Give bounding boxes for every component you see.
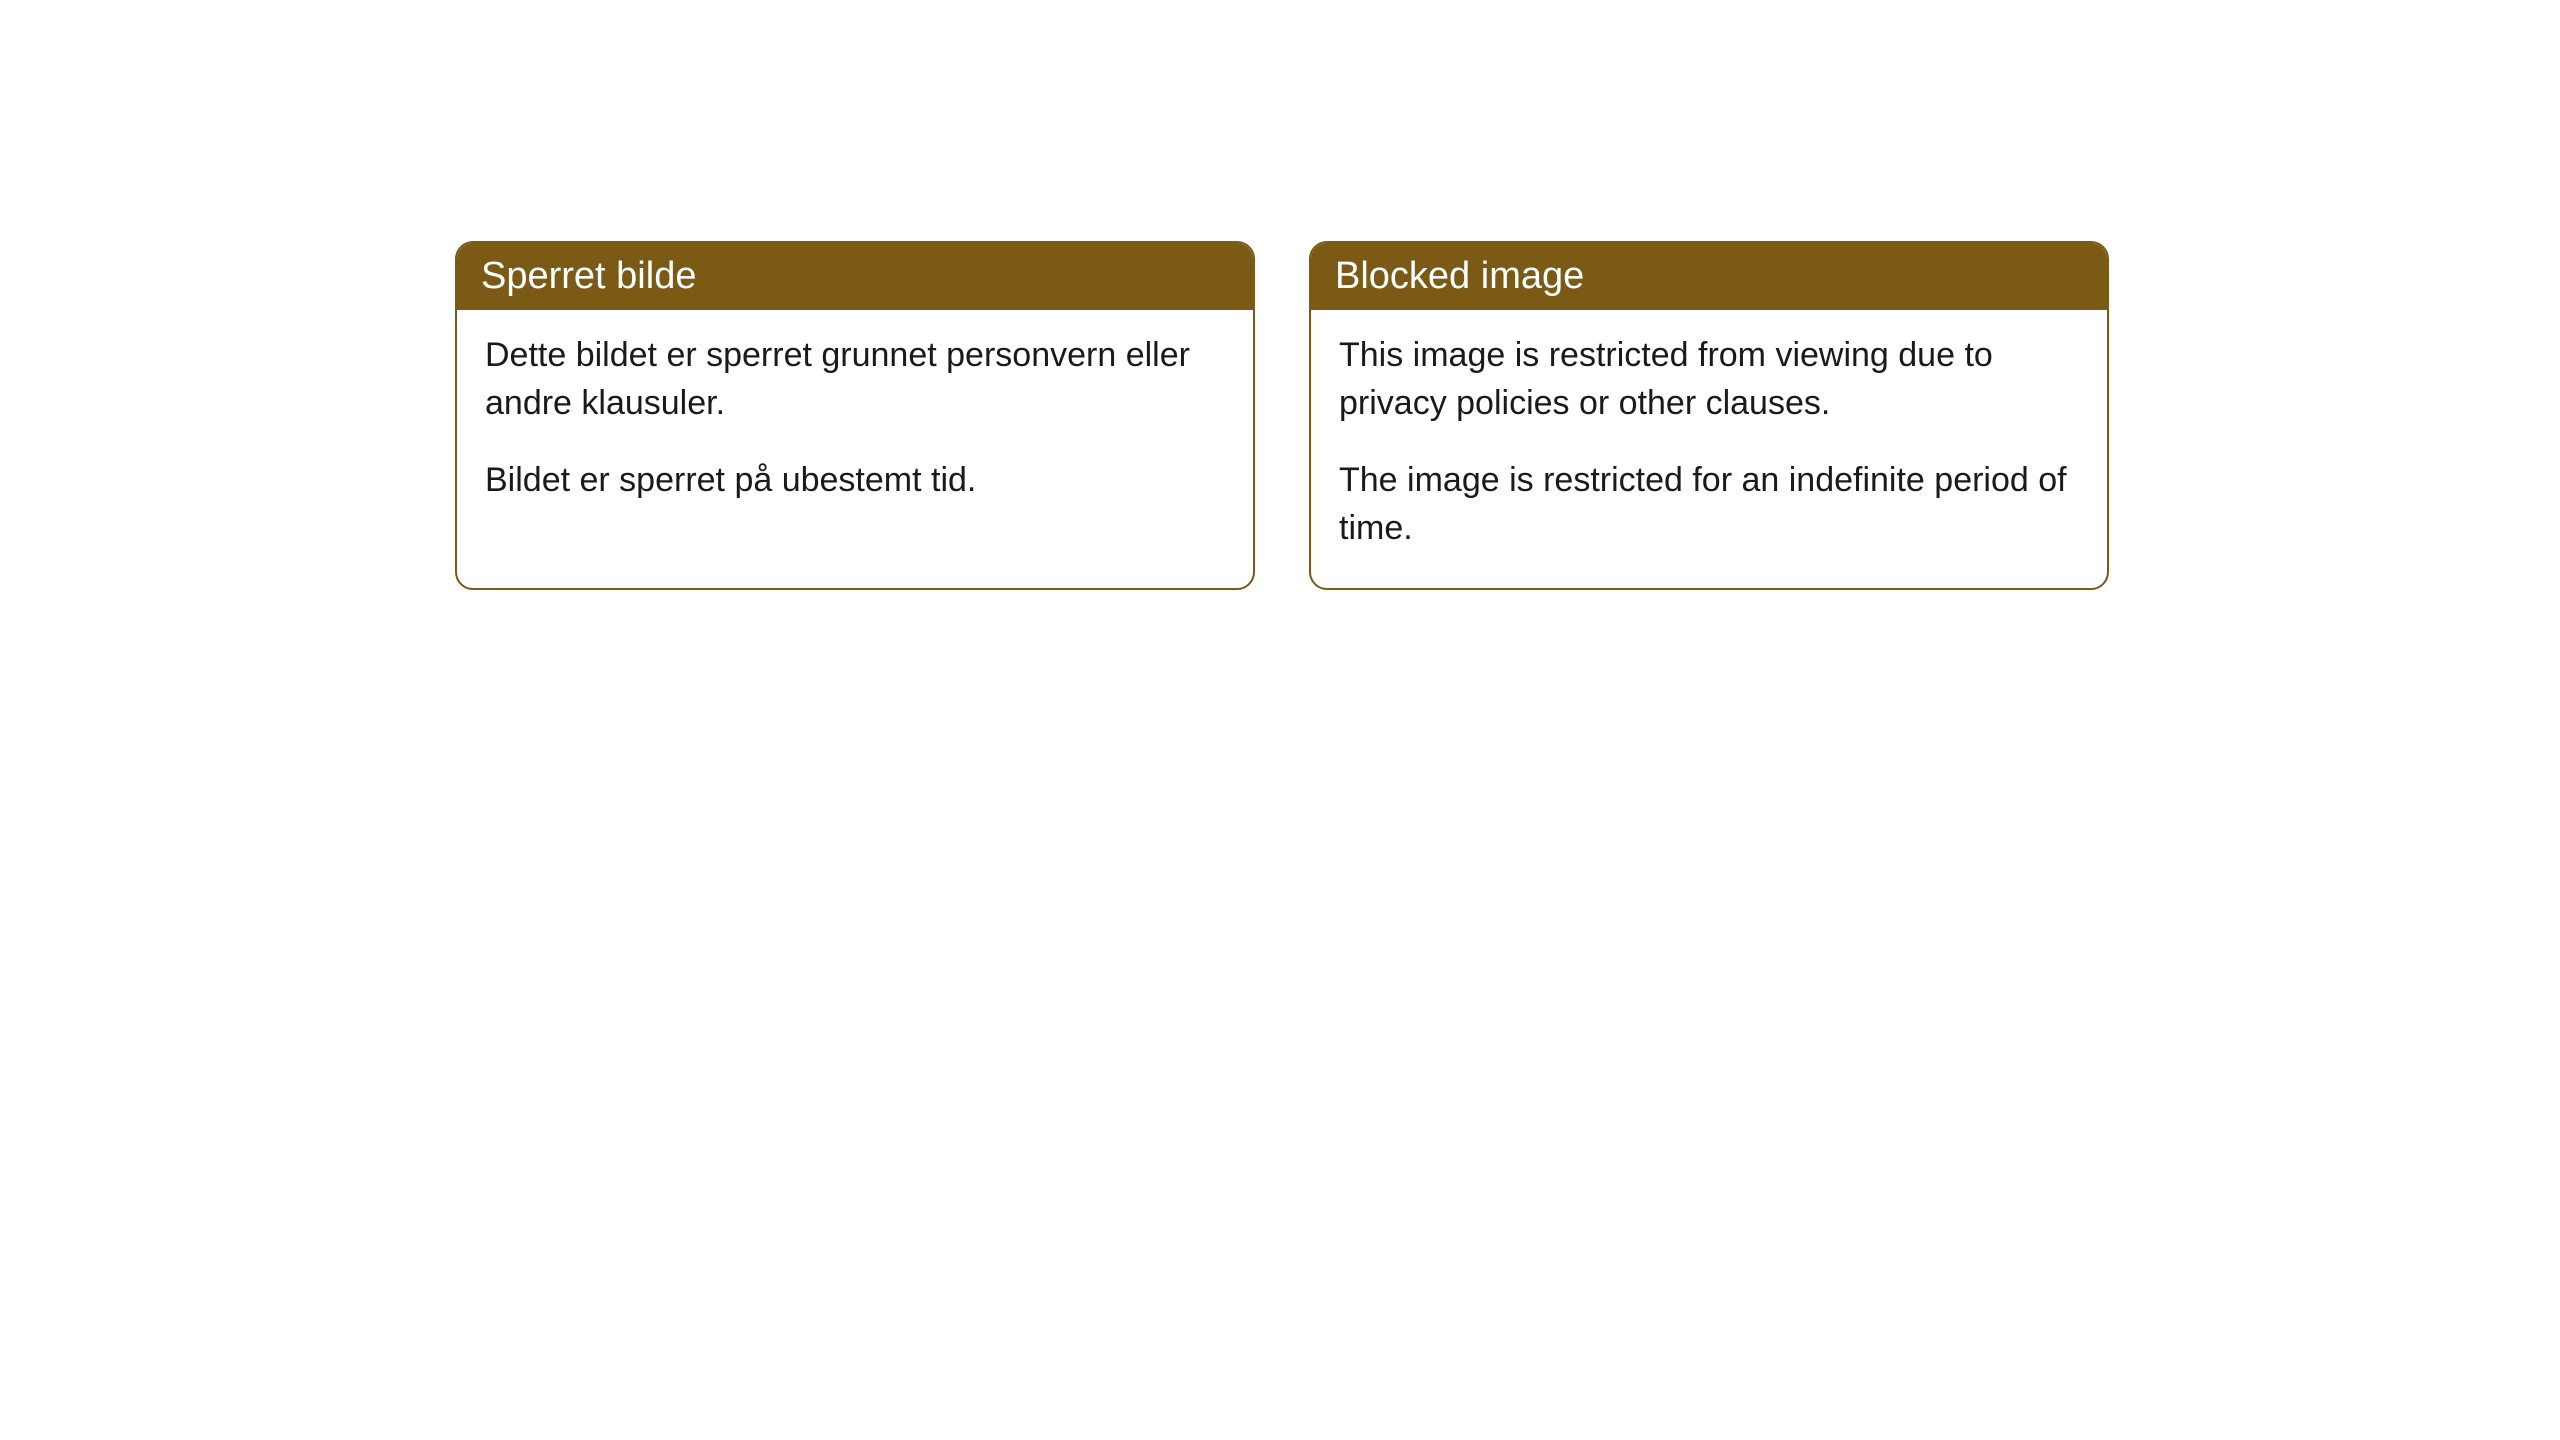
notice-header-norwegian: Sperret bilde [457,243,1253,310]
notice-text-norwegian-p1: Dette bildet er sperret grunnet personve… [485,332,1225,427]
notice-body-norwegian: Dette bildet er sperret grunnet personve… [457,310,1253,541]
notice-card-english: Blocked image This image is restricted f… [1309,241,2109,590]
notice-card-norwegian: Sperret bilde Dette bildet er sperret gr… [455,241,1255,590]
notice-title-norwegian: Sperret bilde [481,255,696,297]
notice-text-english-p1: This image is restricted from viewing du… [1339,332,2079,427]
notice-text-norwegian-p2: Bildet er sperret på ubestemt tid. [485,457,1225,505]
notice-body-english: This image is restricted from viewing du… [1311,310,2107,588]
notice-cards-container: Sperret bilde Dette bildet er sperret gr… [455,241,2109,590]
notice-text-english-p2: The image is restricted for an indefinit… [1339,457,2079,552]
notice-title-english: Blocked image [1335,255,1584,297]
notice-header-english: Blocked image [1311,243,2107,310]
